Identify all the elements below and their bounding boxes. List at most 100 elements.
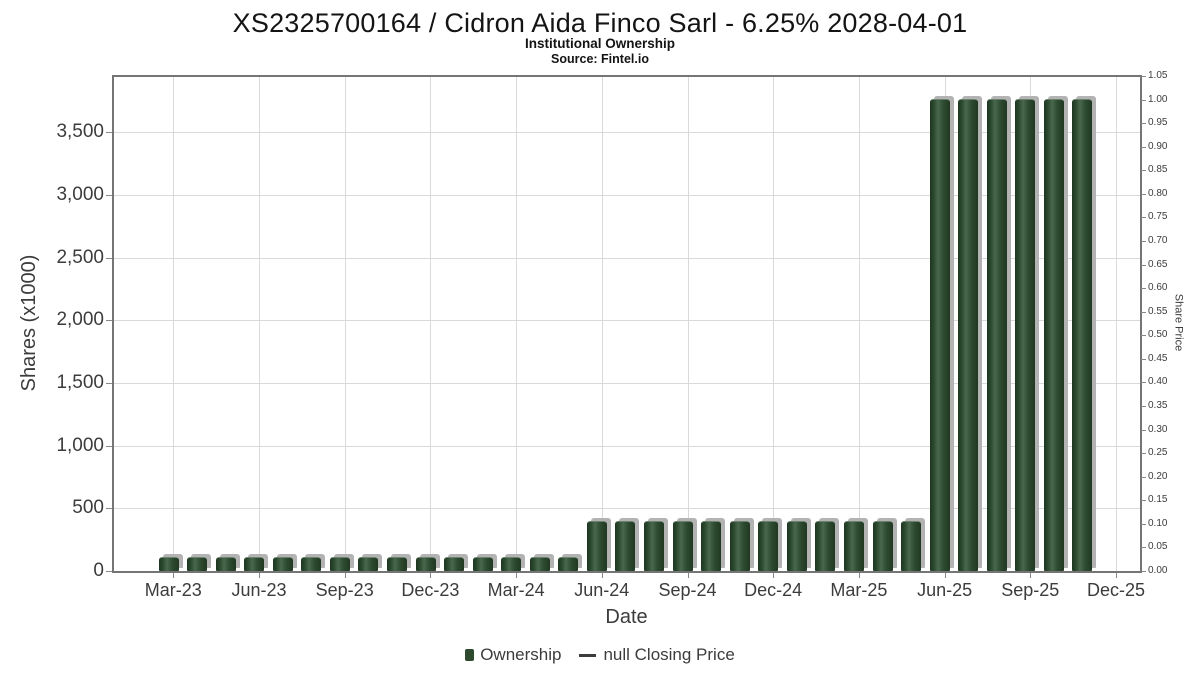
bar-Jun-23[interactable] — [244, 557, 265, 571]
x-tick-label: Mar-24 — [487, 580, 545, 600]
y-right-tick-label: 0.25 — [1148, 447, 1168, 459]
bar-Sep-23[interactable] — [329, 557, 350, 571]
y-right-tick-label: 0.95 — [1148, 117, 1168, 129]
bar-Dec-24[interactable] — [758, 521, 779, 571]
x-tick — [1030, 573, 1032, 578]
bar-Jun-24[interactable] — [586, 521, 607, 571]
y-left-tick — [106, 132, 112, 134]
bar-Aug-25[interactable] — [986, 98, 1007, 571]
y-left-tick-label: 3,500 — [56, 121, 104, 143]
bar-Jul-23[interactable] — [272, 557, 293, 571]
y-right-tick — [1141, 241, 1146, 242]
gridline-vertical — [344, 76, 346, 571]
y-right-tick — [1141, 335, 1146, 337]
y-right-tick — [1141, 429, 1146, 431]
gridline-vertical — [1116, 76, 1117, 571]
y-left-tick — [106, 383, 112, 385]
x-tick-label: Sep-24 — [658, 580, 717, 600]
y-left-tick — [106, 445, 112, 447]
bar-Feb-25[interactable] — [815, 521, 836, 571]
x-tick — [344, 573, 346, 578]
y-right-tick — [1141, 382, 1146, 384]
gridline-vertical — [601, 76, 603, 571]
y-right-tick — [1141, 311, 1146, 313]
ownership-square-icon — [465, 649, 475, 661]
legend-item-closing-price[interactable]: null Closing Price — [579, 645, 735, 665]
y-right-tick — [1141, 406, 1146, 407]
bar-Mar-24[interactable] — [501, 557, 522, 571]
gridline-horizontal — [113, 257, 1140, 259]
x-tick — [259, 573, 260, 578]
y-right-tick — [1141, 547, 1146, 549]
y-axis-left-title: Shares (x1000) — [18, 254, 40, 392]
chart-title: XS2325700164 / Cidron Aida Finco Sarl - … — [232, 8, 968, 38]
bar-Jul-24[interactable] — [615, 521, 636, 571]
gridline-vertical — [773, 76, 775, 571]
legend-item-ownership[interactable]: Ownership — [465, 645, 561, 665]
bar-Jul-25[interactable] — [958, 98, 979, 571]
x-tick-label: Mar-25 — [830, 580, 888, 600]
bar-Jan-24[interactable] — [444, 557, 465, 571]
x-tick-label: Mar-23 — [144, 580, 202, 600]
bar-Mar-23[interactable] — [158, 557, 179, 571]
gridline-vertical — [687, 76, 689, 571]
gridline-horizontal — [113, 195, 1140, 197]
bar-Apr-24[interactable] — [529, 557, 550, 571]
bar-Nov-25[interactable] — [1072, 98, 1093, 571]
y-right-tick — [1141, 146, 1146, 148]
bar-Jun-25[interactable] — [929, 98, 950, 571]
x-tick — [858, 573, 860, 578]
gridline-vertical — [430, 76, 432, 571]
y-left-tick — [106, 508, 112, 510]
chart-subtitle: Institutional Ownership — [524, 36, 675, 51]
bar-Aug-24[interactable] — [644, 521, 665, 571]
x-tick-label: Dec-24 — [744, 580, 803, 600]
bar-Oct-24[interactable] — [701, 521, 722, 571]
y-right-tick — [1141, 523, 1146, 525]
y-right-tick — [1141, 500, 1146, 502]
bar-Jan-25[interactable] — [786, 521, 807, 571]
bar-May-25[interactable] — [901, 521, 922, 571]
y-right-tick-label: 0.00 — [1148, 565, 1168, 576]
x-tick-label: Sep-25 — [1001, 580, 1060, 600]
x-tick — [773, 573, 775, 578]
y-right-tick — [1141, 571, 1146, 572]
gridline-horizontal — [113, 383, 1140, 385]
y-right-tick-label: 0.90 — [1148, 140, 1168, 152]
y-right-tick — [1141, 264, 1146, 266]
x-tick — [516, 573, 518, 578]
y-right-tick — [1141, 170, 1146, 172]
y-right-tick-label: 0.30 — [1148, 423, 1168, 435]
bar-May-23[interactable] — [215, 557, 236, 571]
x-tick — [944, 573, 946, 578]
bar-Dec-23[interactable] — [415, 557, 436, 571]
x-tick — [173, 573, 175, 578]
y-right-tick-label: 0.15 — [1148, 494, 1168, 506]
bar-Aug-23[interactable] — [301, 557, 322, 571]
y-left-tick — [106, 195, 112, 197]
gridline-vertical — [259, 76, 260, 571]
bar-Apr-25[interactable] — [872, 521, 893, 571]
bar-Nov-24[interactable] — [729, 521, 750, 571]
x-tick — [1116, 573, 1117, 578]
gridline-vertical — [858, 76, 860, 571]
y-right-tick-label: 1.00 — [1148, 93, 1168, 105]
bar-Mar-25[interactable] — [843, 521, 864, 571]
bar-Sep-25[interactable] — [1015, 98, 1036, 571]
gridline-horizontal — [113, 508, 1140, 510]
bar-May-24[interactable] — [558, 557, 579, 571]
bar-Nov-23[interactable] — [386, 557, 407, 571]
y-right-tick-label: 0.85 — [1148, 164, 1168, 176]
x-tick-label: Sep-23 — [315, 580, 374, 600]
y-axis-right-title: Share Price — [1172, 293, 1185, 352]
bar-Oct-25[interactable] — [1043, 98, 1064, 571]
bar-Oct-23[interactable] — [358, 557, 379, 571]
x-tick — [601, 573, 603, 578]
bar-Apr-23[interactable] — [187, 557, 208, 571]
bar-Sep-24[interactable] — [672, 521, 693, 571]
y-left-tick-label: 500 — [72, 497, 104, 519]
y-right-tick-label: 0.80 — [1148, 187, 1168, 199]
bar-Feb-24[interactable] — [472, 557, 493, 571]
y-right-tick — [1141, 476, 1146, 478]
